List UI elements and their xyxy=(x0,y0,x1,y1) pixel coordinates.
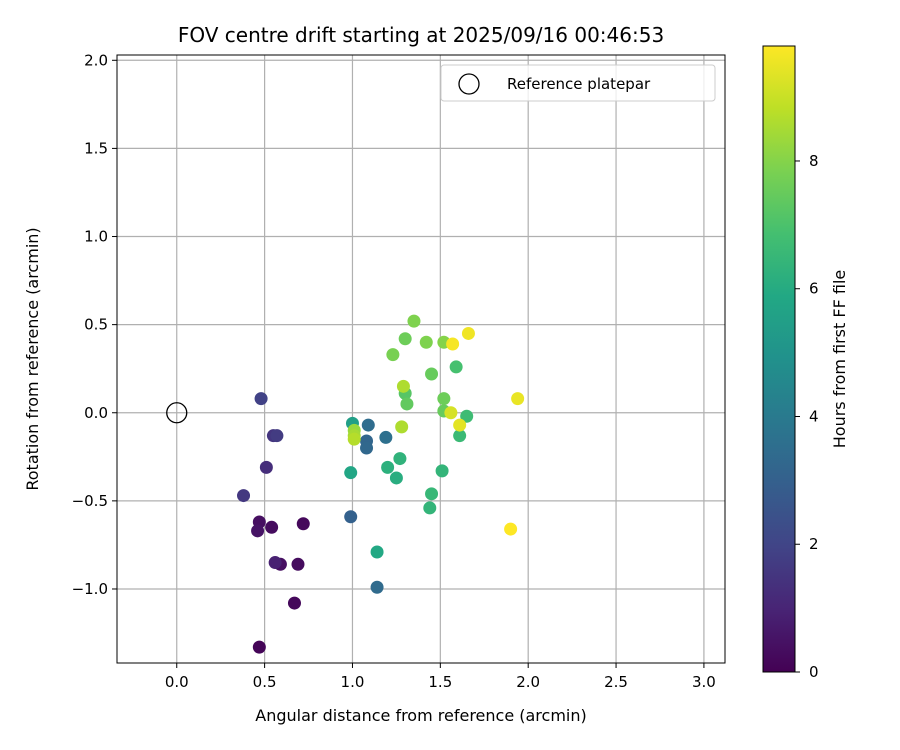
data-point xyxy=(419,335,433,349)
reference-layer xyxy=(166,402,188,424)
data-points xyxy=(237,314,525,654)
data-point xyxy=(504,522,518,536)
data-point xyxy=(237,489,251,503)
data-point xyxy=(370,545,384,559)
data-point xyxy=(254,392,268,406)
y-tick-label: 1.5 xyxy=(84,139,108,157)
x-axis-ticks: 0.0 0.5 1.0 1.5 2.0 2.5 3.0 xyxy=(165,663,716,691)
y-tick-label: −1.0 xyxy=(72,580,108,598)
data-point xyxy=(291,557,305,571)
y-axis-label: Rotation from reference (arcmin) xyxy=(23,227,42,490)
y-tick-label: −0.5 xyxy=(72,492,108,510)
colorbar-tick-label: 6 xyxy=(809,280,819,298)
grid xyxy=(117,55,725,663)
data-point xyxy=(453,418,467,432)
y-tick-label: 2.0 xyxy=(84,51,108,69)
data-point xyxy=(296,517,310,531)
data-point xyxy=(381,460,395,474)
plot-frame xyxy=(116,54,726,664)
colorbar-ticks: 0 2 4 6 8 xyxy=(795,152,819,681)
colorbar-gradient xyxy=(762,45,796,673)
data-point xyxy=(444,406,458,420)
data-point xyxy=(287,596,301,610)
data-point xyxy=(461,326,475,340)
data-point xyxy=(270,429,284,443)
data-point xyxy=(511,392,525,406)
y-tick-label: 0.0 xyxy=(84,404,108,422)
colorbar-tick-label: 8 xyxy=(809,152,819,170)
x-tick-label: 2.5 xyxy=(604,673,628,691)
data-point xyxy=(370,580,384,594)
data-point xyxy=(425,367,439,381)
y-tick-label: 0.5 xyxy=(84,316,108,334)
x-tick-label: 3.0 xyxy=(692,673,716,691)
x-tick-label: 0.5 xyxy=(253,673,277,691)
colorbar-tick-label: 0 xyxy=(809,663,819,681)
data-point xyxy=(252,640,266,654)
data-point xyxy=(347,432,361,446)
chart-title: FOV centre drift starting at 2025/09/16 … xyxy=(178,23,664,47)
data-point xyxy=(407,314,421,328)
data-point xyxy=(344,466,358,480)
data-point xyxy=(389,471,403,485)
data-point xyxy=(425,487,439,501)
x-tick-label: 2.0 xyxy=(516,673,540,691)
data-point xyxy=(449,360,463,374)
x-tick-label: 1.0 xyxy=(341,673,365,691)
reference-platepar-marker xyxy=(166,402,188,424)
data-point xyxy=(398,332,412,346)
data-point xyxy=(393,452,407,466)
data-point xyxy=(268,556,282,570)
data-point xyxy=(453,429,467,443)
legend: Reference platepar xyxy=(440,64,716,102)
data-point xyxy=(423,501,437,515)
y-tick-label: 1.0 xyxy=(84,228,108,246)
x-axis-label: Angular distance from reference (arcmin) xyxy=(255,706,586,725)
legend-marker-reference xyxy=(458,73,480,95)
data-point xyxy=(446,337,460,351)
data-point xyxy=(435,464,449,478)
data-point xyxy=(344,510,358,524)
data-point xyxy=(395,420,409,434)
legend-box xyxy=(440,64,716,102)
legend-label-reference: Reference platepar xyxy=(507,75,651,93)
x-tick-label: 0.0 xyxy=(165,673,189,691)
data-point xyxy=(437,392,451,406)
colorbar: 0 2 4 6 8 Hours from first FF file xyxy=(762,45,849,681)
data-point xyxy=(400,397,414,411)
data-point xyxy=(360,441,374,455)
data-point xyxy=(361,418,375,432)
data-point xyxy=(379,430,393,444)
data-point xyxy=(396,379,410,393)
x-tick-label: 1.5 xyxy=(428,673,452,691)
data-point xyxy=(460,409,474,423)
data-point xyxy=(386,348,400,362)
colorbar-label: Hours from first FF file xyxy=(830,270,849,449)
colorbar-tick-label: 2 xyxy=(809,535,819,553)
data-point xyxy=(251,524,265,538)
colorbar-tick-label: 4 xyxy=(809,407,819,425)
data-point xyxy=(259,460,273,474)
y-axis-ticks: −1.0 −0.5 0.0 0.5 1.0 1.5 2.0 xyxy=(72,51,117,598)
data-point xyxy=(265,520,279,534)
